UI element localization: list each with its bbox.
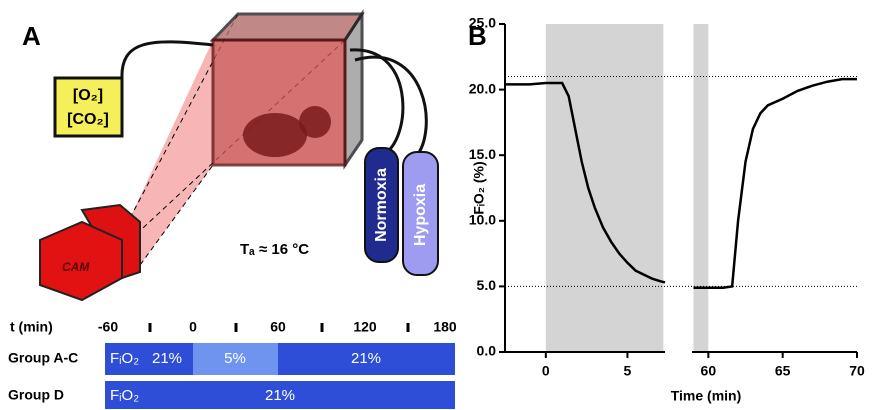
y-tick-label: 25.0	[469, 15, 496, 31]
temperature: Tₐ ≈ 16 °C	[240, 241, 309, 258]
x-axis-label: Time (min)	[671, 388, 742, 404]
segment-label: 21%	[351, 350, 381, 367]
x-tick-label: 5	[624, 363, 632, 379]
cube-top	[209, 12, 365, 42]
camera-body	[39, 220, 123, 302]
bar-segment	[105, 343, 193, 375]
segment-label: 21%	[265, 387, 295, 404]
y-axis-label: FᵢO₂ (%)	[471, 161, 487, 214]
group-variable: FᵢO₂	[110, 350, 139, 367]
shaded-region	[545, 24, 664, 352]
bar-segment	[105, 381, 455, 409]
camera-label: CAM	[62, 260, 90, 274]
group-bars: FᵢO₂ 21% 5% 21% FᵢO₂ 21%	[105, 343, 455, 409]
panel-b: B FᵢO₂ (%) Time (min) 0.0 5.0 10.0 15.0 20.0…	[468, 15, 865, 404]
cylinder-label: Normoxia	[373, 168, 390, 242]
y-tick-label: 10.0	[469, 212, 496, 228]
y-tick-label: 5.0	[477, 277, 497, 293]
bar-segment	[193, 343, 278, 375]
y-tick-label: 15.0	[469, 146, 496, 162]
timeline-marks	[148, 323, 410, 332]
shaded-region	[693, 24, 709, 352]
y-tick-label: 20.0	[469, 80, 496, 96]
group-label: Group D	[8, 387, 64, 403]
dash	[134, 164, 214, 273]
segment-label: 21%	[152, 350, 182, 367]
panel-label: A	[22, 21, 41, 51]
sensor-box	[53, 76, 124, 138]
cylinder	[402, 151, 439, 276]
timeline-tick: 120	[353, 319, 377, 335]
bar-segment	[278, 343, 455, 375]
timeline-tick: -60	[98, 319, 118, 335]
group-label: Group A-C	[8, 350, 78, 366]
x-tick-label: 60	[701, 363, 717, 379]
mouse-head	[299, 106, 331, 138]
x-tick-label: 70	[849, 363, 865, 379]
tube	[120, 40, 214, 81]
tube	[354, 55, 428, 159]
group-variable: FᵢO₂	[110, 387, 139, 404]
timeline-tick: 180	[433, 319, 457, 335]
sensor-label: [CO₂]	[67, 111, 109, 128]
x-tick-label: 65	[775, 363, 791, 379]
mouse-body	[243, 113, 307, 157]
timeline-tick: 60	[270, 319, 286, 335]
panel-a: A [O₂] [CO₂] CAM Normoxia Hypoxia Tₐ ≈ 1…	[8, 8, 457, 409]
cylinder	[364, 147, 399, 263]
y-tick-label: 0.0	[477, 343, 497, 359]
panel-label: B	[468, 21, 487, 51]
timeline-tick: 0	[189, 319, 197, 335]
cylinder-label: Hypoxia	[412, 184, 429, 246]
data-line	[505, 77, 857, 289]
timeline-label: t (min)	[10, 319, 53, 335]
segment-label: 5%	[224, 350, 246, 367]
x-tick-label: 0	[542, 363, 550, 379]
sensor-label: [O₂]	[73, 87, 103, 104]
